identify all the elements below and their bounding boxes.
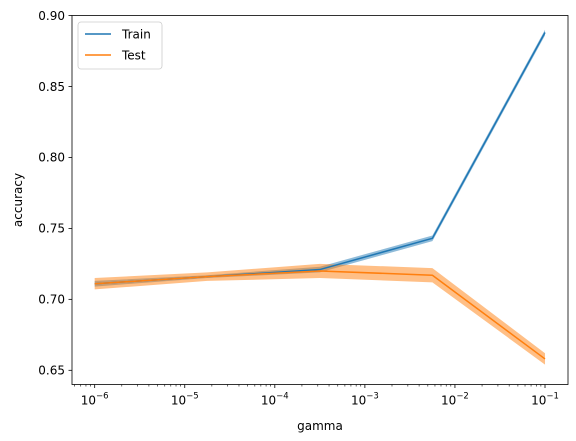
- x-tick-label: 10−2: [441, 392, 469, 408]
- x-axis-label: gamma: [297, 419, 343, 433]
- x-tick-label: 10−3: [351, 392, 379, 408]
- y-tick-label: 0.90: [38, 9, 65, 23]
- y-tick-label: 0.80: [38, 151, 65, 165]
- legend: Train Test: [77, 21, 163, 70]
- series-line-test: [94, 270, 546, 360]
- y-tick-label: 0.65: [38, 364, 65, 378]
- y-axis-ticks: 0.65 0.70 0.75 0.80 0.85 0.90: [38, 9, 72, 378]
- series-lines: [94, 32, 546, 360]
- x-tick-label: 10−6: [81, 392, 109, 408]
- x-tick-label: 10−5: [171, 392, 199, 408]
- x-axis-ticks: 10−6 10−5 10−4 10−3 10−2 10−1: [74, 384, 559, 408]
- legend-label-test: Test: [121, 49, 146, 63]
- y-tick-label: 0.70: [38, 293, 65, 307]
- band-train: [94, 29, 546, 287]
- y-tick-label: 0.85: [38, 80, 65, 94]
- x-tick-label: 10−4: [261, 392, 289, 408]
- x-tick-label: 10−1: [531, 392, 559, 408]
- plot-area-frame: [71, 15, 569, 385]
- legend-label-train: Train: [121, 28, 151, 42]
- y-tick-label: 0.75: [38, 222, 65, 236]
- y-axis-label: accuracy: [11, 173, 25, 227]
- confidence-bands: [94, 29, 546, 365]
